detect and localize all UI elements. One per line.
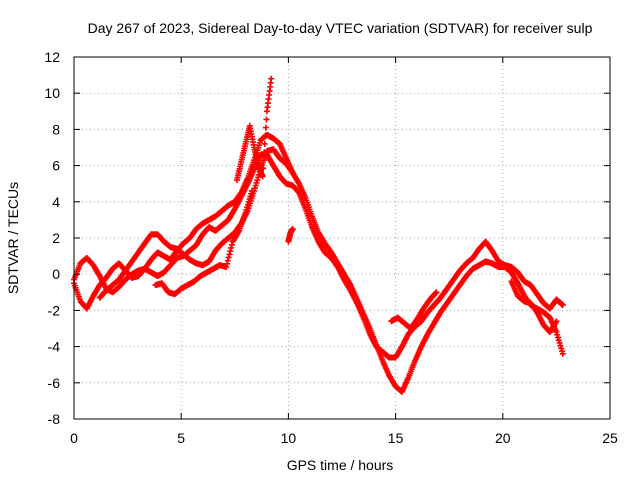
- series-track-d: [152, 187, 255, 298]
- x-tick-label: 5: [177, 430, 185, 446]
- axis-ticks: 0 5 10 15 20 25 -8 -6 -4 -2 0 2 4 6 8 10 12: [44, 49, 618, 446]
- data-point: [228, 241, 235, 248]
- data-point: [262, 124, 269, 131]
- data-point: [289, 169, 296, 176]
- data-point: [289, 225, 296, 232]
- y-tick-label: 4: [52, 194, 60, 210]
- series-track-e: [233, 75, 560, 336]
- data-point: [228, 244, 235, 251]
- data-point: [259, 173, 266, 180]
- y-tick-label: 10: [44, 85, 60, 101]
- data-points: [71, 75, 566, 395]
- series-track-b: [71, 151, 566, 361]
- data-point: [432, 290, 439, 297]
- data-point: [224, 257, 231, 264]
- y-tick-label: 12: [44, 49, 60, 65]
- data-point: [226, 251, 233, 258]
- data-point: [261, 149, 268, 156]
- y-tick-label: 0: [52, 266, 60, 282]
- x-axis-title: GPS time / hours: [287, 457, 394, 473]
- data-point: [223, 263, 230, 270]
- y-tick-label: -4: [48, 339, 61, 355]
- data-point: [261, 140, 268, 147]
- data-point: [262, 132, 269, 139]
- grid-lines: [74, 57, 610, 419]
- data-point: [227, 248, 234, 255]
- series-track-a: [71, 131, 566, 395]
- y-tick-label: -8: [48, 411, 61, 427]
- y-tick-label: 2: [52, 230, 60, 246]
- x-tick-label: 0: [70, 430, 78, 446]
- chart-title: Day 267 of 2023, Sidereal Day-to-day VTE…: [88, 20, 593, 36]
- data-point: [225, 254, 232, 261]
- data-point: [288, 168, 295, 175]
- data-point: [559, 350, 566, 357]
- y-tick-label: -2: [48, 302, 61, 318]
- data-point: [260, 157, 267, 164]
- y-tick-label: 6: [52, 158, 60, 174]
- data-point: [553, 318, 560, 325]
- y-tick-label: 8: [52, 121, 60, 137]
- y-axis-title: SDTVAR / TECUs: [5, 182, 21, 294]
- series-track-c: [96, 146, 296, 301]
- x-tick-label: 10: [281, 430, 297, 446]
- data-point: [268, 75, 275, 82]
- data-point: [559, 301, 566, 308]
- data-point: [263, 116, 270, 123]
- x-tick-label: 25: [602, 430, 618, 446]
- y-tick-label: -6: [48, 375, 61, 391]
- x-tick-label: 15: [388, 430, 404, 446]
- data-point: [248, 187, 255, 194]
- data-point: [224, 260, 231, 267]
- data-point: [260, 165, 267, 172]
- data-point: [433, 289, 440, 296]
- x-tick-label: 20: [495, 430, 511, 446]
